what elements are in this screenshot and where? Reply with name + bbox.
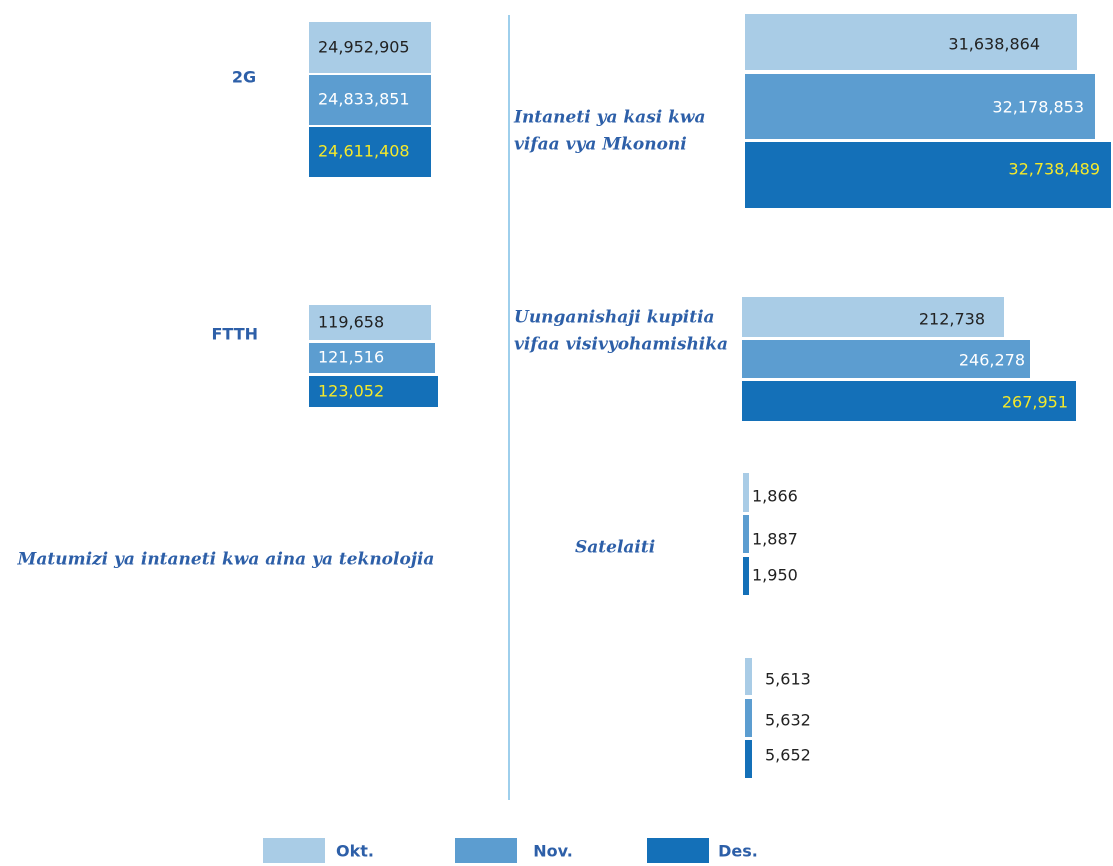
- group-label: vifaa vya Mkononi: [514, 135, 687, 155]
- legend-swatch: [647, 838, 709, 863]
- bar: [742, 340, 1030, 378]
- value-label: 1,866: [752, 487, 798, 506]
- value-label: 31,638,864: [948, 35, 1040, 54]
- bar: [745, 142, 1111, 208]
- value-label: 32,738,489: [1008, 160, 1100, 179]
- group-label: Uunganishaji kupitia: [514, 308, 715, 328]
- value-label: 1,950: [752, 566, 798, 585]
- value-label: 5,652: [765, 746, 811, 765]
- legend-label: Des.: [718, 842, 758, 861]
- value-label: 267,951: [1002, 393, 1068, 412]
- bar: [742, 381, 1076, 421]
- value-label: 246,278: [959, 351, 1025, 370]
- group-label: vifaa visivyohamishika: [514, 335, 728, 355]
- bar: [309, 127, 431, 177]
- legend-label: Okt.: [336, 842, 374, 861]
- bar: [309, 343, 435, 373]
- bar: [745, 699, 752, 737]
- bar: [743, 515, 749, 553]
- bar: [309, 305, 431, 340]
- bar: [745, 658, 752, 695]
- value-label: 24,952,905: [318, 38, 410, 57]
- value-label: 123,052: [318, 382, 384, 401]
- bar: [309, 22, 431, 73]
- value-label: 24,611,408: [318, 142, 410, 161]
- bar: [309, 75, 431, 125]
- value-label: 119,658: [318, 313, 384, 332]
- bar: [745, 740, 752, 778]
- value-label: 121,516: [318, 348, 384, 367]
- title: Matumizi ya intaneti kwa aina ya teknolo…: [17, 550, 435, 570]
- bar: [745, 14, 1077, 70]
- value-label: 212,738: [919, 310, 985, 329]
- bar: [309, 376, 438, 407]
- group-label: FTTH: [211, 325, 258, 344]
- legend-swatch: [455, 838, 517, 863]
- bar: [745, 74, 1095, 139]
- bar: [742, 297, 1004, 337]
- legend-swatch: [263, 838, 325, 863]
- value-label: 5,613: [765, 670, 811, 689]
- value-label: 32,178,853: [992, 98, 1084, 117]
- group-label: Satelaiti: [575, 538, 655, 558]
- value-label: 5,632: [765, 711, 811, 730]
- value-label: 24,833,851: [318, 90, 410, 109]
- bar: [743, 473, 749, 512]
- group-label: 2G: [232, 68, 256, 87]
- legend-label: Nov.: [533, 842, 573, 861]
- value-label: 1,887: [752, 530, 798, 549]
- group-label: Intaneti ya kasi kwa: [513, 108, 706, 128]
- bar: [743, 557, 749, 595]
